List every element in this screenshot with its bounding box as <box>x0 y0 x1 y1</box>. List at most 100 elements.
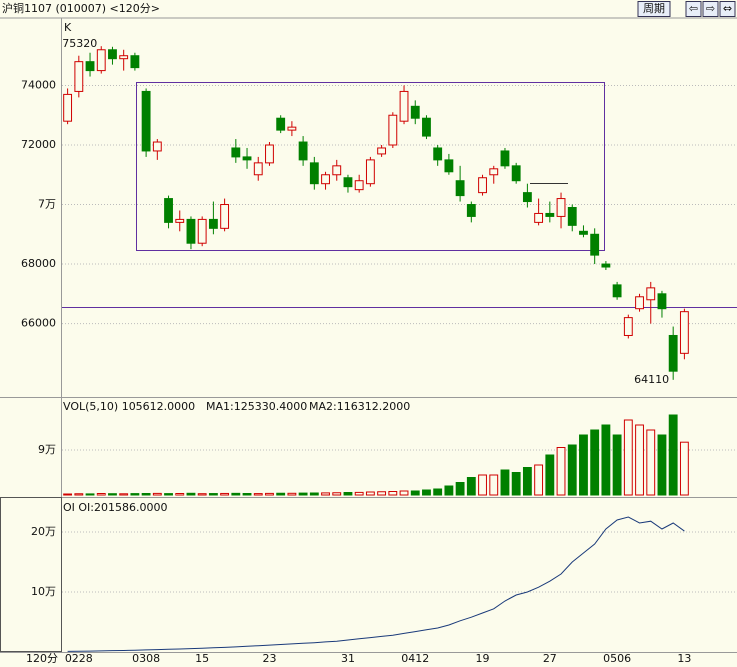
candle-body <box>130 55 140 69</box>
volume-bar <box>164 493 173 496</box>
volume-bar <box>365 491 375 496</box>
candle-body <box>478 177 487 194</box>
volume-bar <box>556 447 566 496</box>
x-tick-label: 27 <box>543 652 557 665</box>
x-tick-label: 23 <box>262 652 276 665</box>
nav-label[interactable]: ⇔ <box>723 2 732 15</box>
volume-bar <box>579 434 588 496</box>
candle-body <box>186 218 196 244</box>
nav-button[interactable] <box>702 1 719 17</box>
candle-body <box>141 90 151 152</box>
candle-body <box>343 177 353 188</box>
candle-body <box>298 141 308 161</box>
panel-label: K <box>64 21 72 34</box>
candle-body <box>511 165 521 182</box>
x-tick-label: 31 <box>341 652 355 665</box>
panel-label: VOL(5,10) 105612.0000 <box>63 400 195 413</box>
volume-bar <box>623 419 633 496</box>
volume-bar <box>567 444 577 496</box>
period-button[interactable] <box>637 1 671 17</box>
volume-bar <box>309 492 319 496</box>
volume-bar <box>119 493 129 496</box>
candle-body <box>276 117 286 131</box>
volume-bar <box>388 491 398 496</box>
volume-bar <box>545 454 555 496</box>
volume-bar <box>612 434 622 496</box>
volume-bar <box>208 493 218 496</box>
candle-body <box>646 287 656 301</box>
candle-body <box>63 93 73 122</box>
volume-bar <box>422 489 431 496</box>
oi-line <box>67 516 685 652</box>
candle-body <box>522 192 532 203</box>
volume-bar <box>96 493 106 496</box>
candle-body <box>590 233 600 256</box>
candle-body <box>410 105 420 119</box>
nav-button[interactable] <box>685 1 702 17</box>
candle-body <box>679 311 689 354</box>
volume-bar <box>466 477 476 496</box>
x-tick-label: 0506 <box>603 652 631 665</box>
volume-bar <box>354 491 364 496</box>
candle-body <box>108 49 117 60</box>
volume-bar <box>130 493 140 496</box>
x-tick-label: 19 <box>476 652 490 665</box>
x-tick-label: 0228 <box>65 652 93 665</box>
y-tick-label: 7万 <box>38 198 56 211</box>
x-tick-label: 15 <box>195 652 209 665</box>
candle-body <box>466 204 476 217</box>
candle-body <box>567 207 577 226</box>
candle-body <box>208 218 218 229</box>
ma1-label: MA1:125330.4000 <box>206 400 307 413</box>
volume-bar <box>276 492 286 496</box>
candle-body <box>175 218 185 223</box>
volume-bar <box>197 493 207 496</box>
volume-bar <box>444 485 454 496</box>
volume-bar <box>511 472 521 496</box>
candle-body <box>119 55 129 60</box>
volume-bar <box>253 493 263 496</box>
volume-bar <box>377 491 387 496</box>
candle-body <box>231 147 241 158</box>
volume-bar <box>152 492 162 496</box>
y-tick-label: 74000 <box>21 78 56 91</box>
nav-button[interactable] <box>719 1 736 17</box>
y-tick-label: 20万 <box>31 525 56 538</box>
candle-body <box>152 141 162 152</box>
candle-body <box>556 198 566 217</box>
candle-body <box>242 156 252 161</box>
candle-body <box>444 159 454 173</box>
volume-bar <box>265 492 274 496</box>
volume-bar <box>500 469 510 496</box>
candle-body <box>85 61 95 72</box>
y-tick-label: 9万 <box>38 443 56 456</box>
candle-body <box>601 263 611 268</box>
candle-body <box>455 180 465 197</box>
panel-label: OI OI:201586.0000 <box>63 501 168 514</box>
candle-body <box>253 162 263 176</box>
candle-body <box>197 218 207 244</box>
volume-bar <box>522 467 532 496</box>
candle-body <box>612 284 622 298</box>
x-tick-label: 0412 <box>401 652 429 665</box>
candle-body <box>354 180 364 191</box>
volume-bar <box>332 492 342 496</box>
candle-body <box>96 49 106 72</box>
nav-label[interactable]: ⇨ <box>706 2 715 15</box>
volume-bar <box>175 493 185 496</box>
candle-body <box>220 204 230 229</box>
period-label[interactable]: 周期 <box>643 2 665 15</box>
candle-body <box>422 117 431 137</box>
candle-body <box>74 61 84 92</box>
volume-bar <box>657 434 667 496</box>
candle-body <box>309 162 319 185</box>
volume-bar <box>141 493 151 496</box>
volume-bar <box>298 492 308 496</box>
x-tick-label: 0308 <box>132 652 160 665</box>
annotation: 64110 <box>634 373 669 386</box>
nav-label[interactable]: ⇦ <box>689 2 698 15</box>
candle-body <box>265 144 274 164</box>
